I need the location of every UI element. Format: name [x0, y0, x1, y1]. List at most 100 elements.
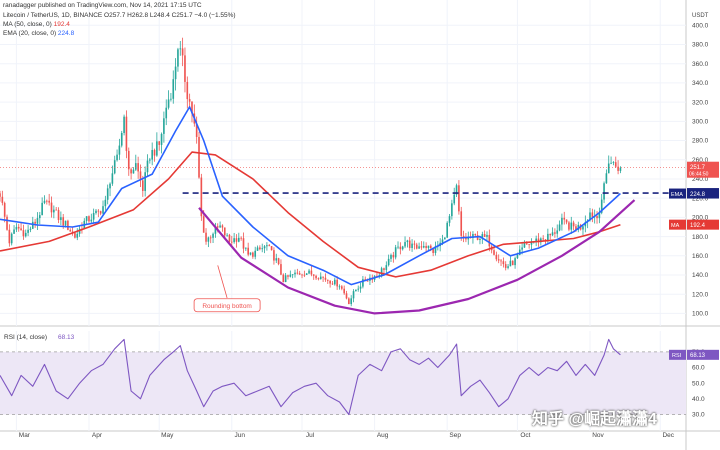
candle-body	[565, 219, 568, 223]
candle-body	[324, 277, 327, 280]
candle-body	[139, 171, 142, 181]
candle-body	[270, 246, 273, 251]
candle-body	[500, 260, 502, 262]
last-price-bg	[687, 161, 719, 178]
rsi-tick-label: 30.0	[692, 412, 705, 419]
candle-body	[64, 220, 67, 226]
rsi-tag: RSI	[672, 353, 682, 359]
candle-body	[43, 200, 46, 203]
candle-body	[74, 232, 76, 238]
candle-body	[88, 216, 90, 222]
candle-body	[125, 116, 128, 151]
candle-body	[549, 233, 552, 236]
candle-body	[507, 266, 509, 268]
candle-body	[322, 276, 324, 278]
candle-body	[294, 272, 296, 275]
ma-legend-label: MA (50, close, 0)	[3, 21, 52, 28]
candle-body	[53, 209, 55, 213]
candle-body	[177, 49, 179, 67]
candle-body	[62, 217, 65, 226]
candle-body	[127, 150, 130, 170]
candle-body	[394, 247, 397, 258]
candle-body	[1, 196, 4, 203]
candle-body	[20, 228, 22, 231]
candle-body	[219, 225, 221, 228]
price-tick-label: 100.0	[692, 311, 709, 318]
candle-body	[137, 163, 139, 172]
candle-body	[67, 220, 69, 230]
rsi-title: RSI (14, close)	[4, 334, 47, 341]
candle-body	[277, 258, 280, 265]
candle-body	[99, 211, 102, 214]
candle-body	[343, 288, 345, 294]
candle-body	[481, 234, 484, 239]
candle-body	[163, 118, 165, 134]
candle-body	[289, 274, 292, 277]
publisher-line: ranadagger published on TradingView.com,…	[3, 2, 202, 9]
candle-body	[338, 286, 341, 288]
candle-body	[8, 229, 11, 244]
candle-body	[111, 173, 114, 184]
price-tick-label: 380.0	[692, 42, 709, 49]
candle-body	[195, 123, 198, 137]
rsi-line	[0, 338, 621, 416]
ma-legend-value: 192.4	[53, 21, 70, 28]
candle-body	[3, 202, 6, 217]
time-tick-label: Aug	[377, 432, 389, 439]
candle-body	[341, 286, 343, 289]
candle-body	[228, 234, 231, 242]
candle-body	[221, 225, 224, 228]
candle-body	[50, 202, 53, 213]
price-tick-label: 280.0	[692, 138, 709, 145]
candle-body	[420, 246, 423, 248]
candle-body	[418, 246, 420, 249]
candle-body	[366, 280, 369, 282]
candle-body	[404, 242, 406, 247]
countdown-label: 06:44:50	[689, 172, 709, 178]
candle-body	[495, 254, 498, 260]
price-tick-label: 240.0	[692, 176, 709, 183]
candle-body	[78, 228, 81, 234]
candle-body	[109, 183, 111, 189]
candle-body	[317, 278, 320, 280]
candle-body	[226, 234, 228, 236]
candle-body	[303, 274, 306, 276]
candle-body	[261, 248, 264, 250]
candle-body	[252, 252, 254, 257]
candle-body	[465, 237, 467, 240]
candle-body	[38, 215, 41, 219]
candle-body	[36, 218, 39, 224]
candle-body	[284, 275, 287, 283]
candle-body	[287, 275, 289, 277]
time-tick-label: Jun	[235, 432, 246, 439]
candle-body	[13, 229, 15, 234]
candle-body	[31, 221, 34, 229]
candle-body	[509, 260, 512, 267]
candle-body	[530, 242, 533, 245]
candle-body	[268, 245, 271, 247]
candle-body	[336, 279, 338, 287]
candle-body	[427, 245, 430, 248]
candle-body	[535, 238, 537, 242]
candle-body	[149, 159, 151, 161]
candle-body	[240, 237, 242, 239]
price-tick-label: 160.0	[692, 253, 709, 260]
candle-body	[223, 227, 226, 236]
candle-body	[504, 264, 507, 268]
candle-body	[425, 246, 427, 248]
candle-body	[476, 235, 479, 240]
candle-body	[547, 233, 549, 240]
candle-body	[537, 238, 540, 243]
candle-body	[266, 245, 268, 247]
candle-body	[472, 233, 474, 238]
candle-body	[291, 274, 294, 276]
price-tick-label: 340.0	[692, 80, 709, 87]
candle-body	[254, 250, 257, 257]
candle-body	[352, 291, 355, 299]
price-tag-ema-bg	[687, 188, 719, 199]
candle-body	[34, 221, 36, 224]
candle-body	[497, 259, 500, 261]
price-tag-ma: 192.4	[690, 223, 706, 229]
candle-body	[151, 149, 154, 160]
